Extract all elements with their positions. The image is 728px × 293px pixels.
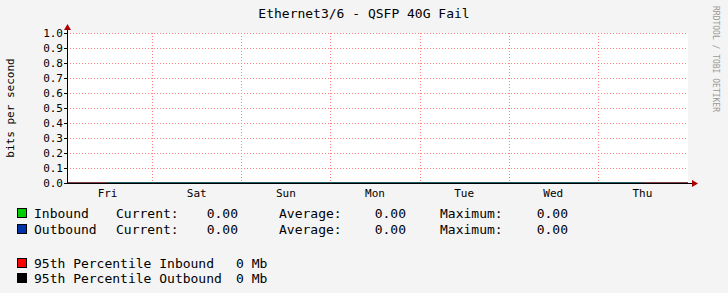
x-axis [67, 183, 692, 184]
legend-stat-label: Maximum: [440, 222, 503, 237]
y-tick [64, 63, 67, 64]
grid-line-y [67, 93, 688, 94]
x-tick-label: Fri [98, 187, 118, 200]
title: Ethernet3/6 - QSFP 40G Fail [258, 6, 469, 21]
percentile-label: 95th Percentile Outbound [34, 271, 222, 286]
grid-line-x [420, 33, 421, 183]
percentile-value: 0 Mb [236, 256, 267, 271]
y-tick [64, 138, 67, 139]
grid-line-y [67, 78, 688, 79]
legend-stat-label: Current: [116, 222, 179, 237]
legend-stat-value: 0.00 [537, 206, 568, 221]
y-arrow [64, 24, 71, 30]
grid-line-y [67, 108, 688, 109]
grid-line-y [67, 123, 688, 124]
y-tick [64, 183, 67, 184]
y-axis [67, 29, 68, 183]
grid-line-x [509, 33, 510, 183]
x-tick-label: Sun [276, 187, 296, 200]
y-tick-label: 0.6 [43, 87, 63, 100]
y-tick-label: 0.2 [43, 147, 63, 160]
legend-stat-value: 0.00 [207, 206, 238, 221]
legend-label: Outbound [34, 222, 97, 237]
grid-line-y [67, 33, 688, 34]
x-tick-label: Mon [365, 187, 385, 200]
legend-stat-value: 0.00 [537, 222, 568, 237]
y-tick-label: 0.5 [43, 102, 63, 115]
legend-label: Inbound [34, 206, 89, 221]
y-tick-label: 1.0 [43, 27, 63, 40]
y-tick-label: 0.7 [43, 72, 63, 85]
grid-line-y [67, 168, 688, 169]
x-arrow [692, 180, 698, 187]
legend-swatch [18, 274, 27, 283]
legend-stat-value: 0.00 [207, 222, 238, 237]
y-tick-label: 0.4 [43, 117, 63, 130]
x-tick-label: Wed [543, 187, 563, 200]
legend-swatch [18, 225, 27, 234]
y-tick-label: 0.8 [43, 57, 63, 70]
y-tick [64, 108, 67, 109]
plot-area [67, 33, 688, 183]
background [0, 0, 728, 293]
y-tick [64, 93, 67, 94]
watermark: RRDTOOL / TOBI OETIKER [711, 6, 720, 112]
grid-line-x [241, 33, 242, 183]
y-tick [64, 78, 67, 79]
chart: Ethernet3/6 - QSFP 40G Fail bits per seco… [0, 0, 728, 293]
y-tick-label: 0.0 [43, 177, 63, 190]
legend-stat-value: 0.00 [375, 222, 406, 237]
legend-stat-label: Maximum: [440, 206, 503, 221]
y-tick-label: 0.9 [43, 42, 63, 55]
y-tick [64, 48, 67, 49]
y-tick [64, 123, 67, 124]
y-tick [64, 168, 67, 169]
percentile-label: 95th Percentile Inbound [34, 256, 214, 271]
percentile-value: 0 Mb [236, 271, 267, 286]
y-tick-label: 0.3 [43, 132, 63, 145]
x-tick-label: Thu [632, 187, 652, 200]
grid-line-x [598, 33, 599, 183]
y-tick [64, 153, 67, 154]
grid-line-y [67, 48, 688, 49]
grid-line-y [67, 138, 688, 139]
x-tick-label: Tue [454, 187, 474, 200]
legend-swatch [18, 209, 27, 218]
y-tick-label: 0.1 [43, 162, 63, 175]
y-axis-label: bits per second [4, 58, 17, 157]
x-tick-label: Sat [187, 187, 207, 200]
grid-line-x [330, 33, 331, 183]
y-tick [64, 33, 67, 34]
legend-stat-label: Average: [279, 206, 342, 221]
legend-swatch [18, 259, 27, 268]
grid-line-y [67, 63, 688, 64]
grid-line-y [67, 153, 688, 154]
grid [67, 33, 688, 183]
legend-stat-value: 0.00 [375, 206, 406, 221]
legend-stat-label: Average: [279, 222, 342, 237]
grid-line-x [152, 33, 153, 183]
legend-stat-label: Current: [116, 206, 179, 221]
